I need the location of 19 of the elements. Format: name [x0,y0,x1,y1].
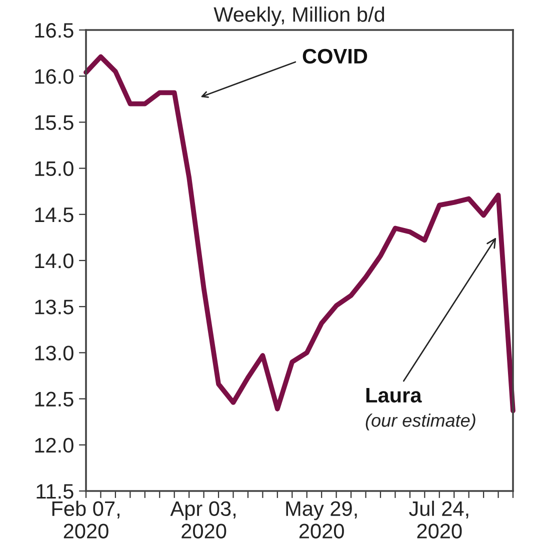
y-tick-label: 13.0 [35,346,74,360]
y-tick-label: 15.5 [35,115,74,130]
annotation: COVID [302,48,368,64]
x-tick-label: Feb 07, 2020 [52,500,120,538]
annotation: (our estimate) [366,414,476,430]
y-tick-label: 12.5 [35,392,74,407]
x-tick-label: Jul 24, 2020 [409,500,468,538]
annotation: Laura [366,388,422,403]
y-tick-label: 15.0 [35,161,74,176]
x-tick-label: Apr 03, 2020 [170,501,236,538]
y-tick-label: 16.5 [35,23,74,38]
y-tick-label: 14.5 [35,208,74,222]
y-tick-label: 13.5 [35,300,74,314]
y-tick-label: 14.0 [35,254,74,268]
chart-title: Weekly, Million b/d [214,6,384,26]
y-tick-label: 12.0 [35,438,74,453]
x-tick-label: May 29, 2020 [286,501,357,538]
y-tick-label: 16.0 [35,69,74,84]
y-tick-label: 11.5 [36,484,74,499]
